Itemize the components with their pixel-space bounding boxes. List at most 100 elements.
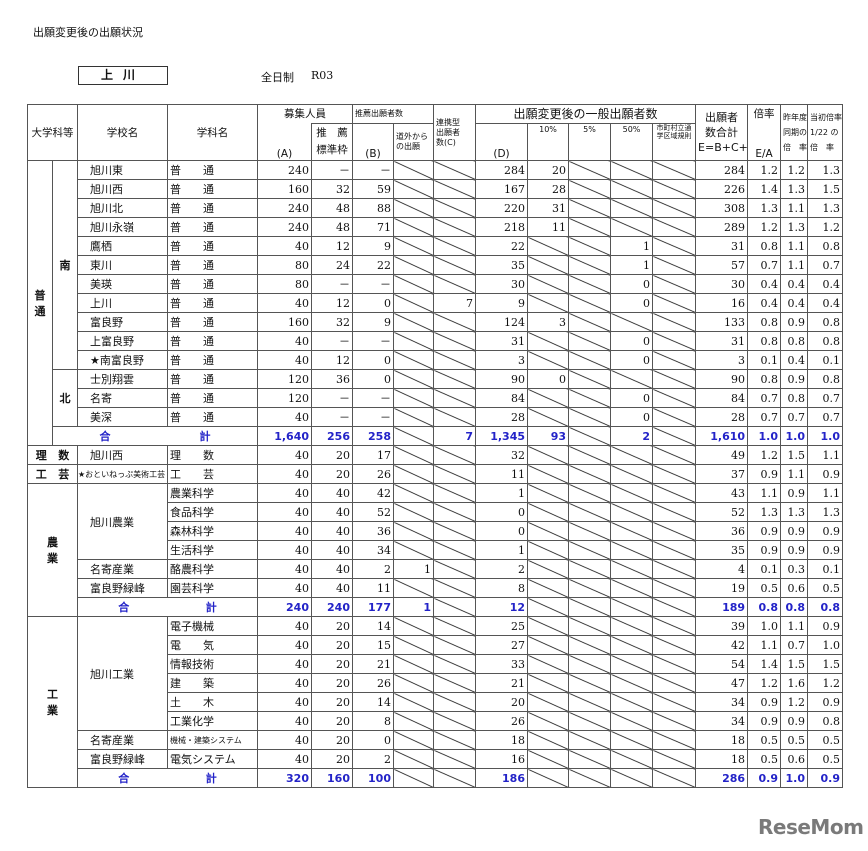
struck-cell	[651, 331, 697, 351]
struck-cell	[433, 350, 476, 370]
cell-prev: 1.1	[780, 464, 809, 484]
cell-d: 16	[475, 749, 528, 769]
cell-ratio: 1.2	[747, 673, 782, 693]
school-name: 美深	[77, 407, 168, 427]
struck-cell	[393, 578, 434, 598]
cell-initial: 0.9	[807, 616, 844, 636]
struck-cell	[610, 749, 653, 769]
cell-ratio: 0.9	[747, 768, 782, 788]
cell-a: 40	[257, 331, 312, 351]
cell-suisen: 20	[311, 730, 353, 750]
cell-b: 17	[352, 445, 394, 465]
struck-cell	[433, 616, 476, 636]
course-name: 土 木	[167, 692, 258, 712]
cell-a: 40	[257, 350, 312, 370]
cell-d: 1,345	[475, 426, 528, 446]
cell-initial: 0.5	[807, 578, 844, 598]
cell-d: 9	[475, 293, 528, 313]
cell-initial: 1.1	[807, 445, 844, 465]
course-name: 普 通	[167, 350, 258, 370]
cell-suisen: 12	[311, 293, 353, 313]
cell-e: 42	[695, 635, 749, 655]
struck-cell	[527, 768, 569, 788]
cell-a: 40	[257, 692, 312, 712]
table-row: 美深普 通 40 －－ 28 0 28 0.7 0.7 0.7	[28, 407, 844, 427]
cell-a: 40	[257, 464, 312, 484]
category-label: 業	[47, 704, 58, 717]
cell-e: 289	[695, 217, 749, 237]
cell-b: 8	[352, 711, 394, 731]
struck-cell	[393, 312, 434, 332]
cell-prev: 0.9	[780, 483, 809, 503]
cell-initial: 1.0	[807, 635, 844, 655]
struck-cell	[651, 293, 697, 313]
cell-ratio: 0.9	[747, 711, 782, 731]
cell-e: 84	[695, 388, 749, 408]
region-label: 上川	[78, 66, 168, 85]
cell-d: 33	[475, 654, 528, 674]
cell-d: 124	[475, 312, 528, 332]
cell-suisen: －	[311, 274, 353, 294]
cell-initial: 1.0	[807, 426, 844, 446]
cell-e: 57	[695, 255, 749, 275]
cell-initial: 0.7	[807, 407, 844, 427]
struck-cell	[527, 749, 569, 769]
cell-ratio: 0.7	[747, 388, 782, 408]
resemom-logo: ReseMom	[758, 815, 864, 839]
cell-a: 80	[257, 255, 312, 275]
cell-a: 40	[257, 654, 312, 674]
cell-a: 40	[257, 445, 312, 465]
table-row: 上川普 通 40 12 0 7 9 0 16 0.4 0.4 0.4	[28, 293, 844, 313]
table-row: 鷹栖普 通 40 12 9 22 1 31 0.8 1.1 0.8	[28, 236, 844, 256]
struck-cell	[393, 711, 434, 731]
cell-initial: 0.1	[807, 350, 844, 370]
struck-cell	[610, 160, 653, 180]
struck-cell	[568, 521, 611, 541]
struck-cell	[610, 654, 653, 674]
cell-e: 226	[695, 179, 749, 199]
struck-cell	[568, 312, 611, 332]
cell-p50: 1	[610, 255, 653, 275]
cell-prev: 1.5	[780, 445, 809, 465]
struck-cell	[433, 578, 476, 598]
struck-cell	[433, 673, 476, 693]
table-row: ★南富良野普 通 40 12 0 3 0 3 0.1 0.4 0.1	[28, 350, 844, 370]
cell-suisen: 20	[311, 749, 353, 769]
cell-initial: 1.3	[807, 198, 844, 218]
cell-p50: 0	[610, 388, 653, 408]
cell-a: 40	[257, 502, 312, 522]
struck-cell	[651, 540, 697, 560]
cell-ratio: 0.8	[747, 369, 782, 389]
cell-d: 21	[475, 673, 528, 693]
struck-cell	[527, 445, 569, 465]
cell-a: 40	[257, 483, 312, 503]
struck-cell	[527, 350, 569, 370]
cell-b: －	[352, 160, 394, 180]
cell-prev: 0.4	[780, 350, 809, 370]
cell-ratio: 1.3	[747, 198, 782, 218]
struck-cell	[651, 559, 697, 579]
cell-initial: 0.8	[807, 369, 844, 389]
struck-cell	[651, 160, 697, 180]
cell-d: 1	[475, 483, 528, 503]
cell-b: 22	[352, 255, 394, 275]
cell-d: 0	[475, 521, 528, 541]
cell-prev: 1.0	[780, 426, 809, 446]
cell-b: －	[352, 274, 394, 294]
struck-cell	[527, 578, 569, 598]
cell-ratio: 0.4	[747, 293, 782, 313]
course-name: 普 通	[167, 217, 258, 237]
struck-cell	[610, 578, 653, 598]
struck-cell	[527, 331, 569, 351]
cell-a: 40	[257, 293, 312, 313]
struck-cell	[393, 692, 434, 712]
struck-cell	[610, 198, 653, 218]
struck-cell	[393, 502, 434, 522]
cell-prev: 1.2	[780, 692, 809, 712]
cell-e: 90	[695, 369, 749, 389]
cell-suisen: －	[311, 160, 353, 180]
struck-cell	[651, 179, 697, 199]
cell-d: 27	[475, 635, 528, 655]
struck-cell	[568, 654, 611, 674]
struck-cell	[433, 730, 476, 750]
